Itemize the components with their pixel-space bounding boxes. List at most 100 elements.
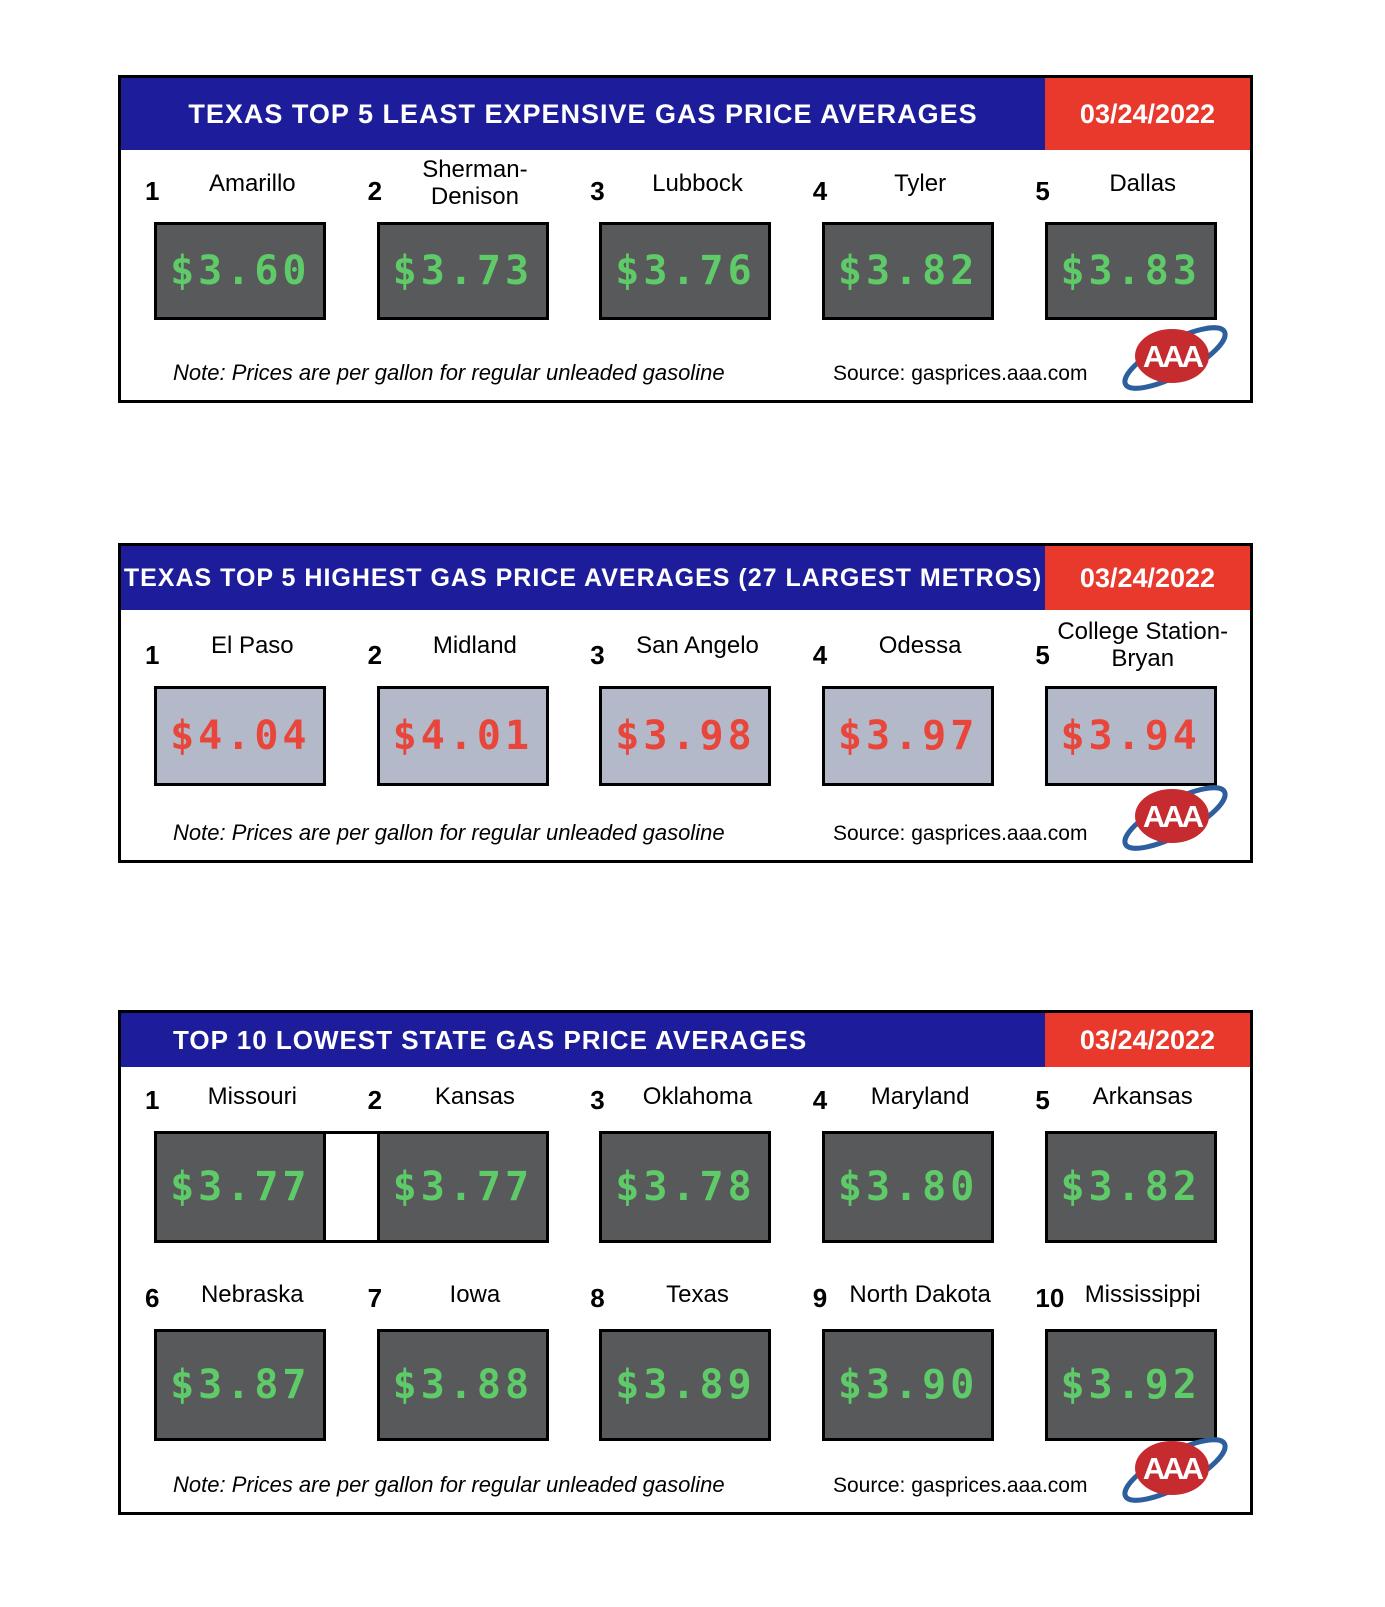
price-value: $3.73 (392, 248, 534, 294)
rank-label: 1 (145, 640, 160, 670)
price-cell: 4 Tyler $3.82 (797, 150, 1020, 320)
price-value: $3.82 (837, 248, 979, 294)
price-cell: 4 Odessa $3.97 (797, 610, 1020, 786)
price-row: $3.60 (154, 222, 327, 320)
city-label: Nebraska (200, 1280, 304, 1308)
panel-row: 1 Amarillo $3.60 2 Sherman-Denison $3.73… (121, 150, 1250, 320)
rank-label: 1 (145, 176, 160, 206)
city-label: San Angelo (636, 631, 759, 659)
empty-spacer-box (323, 1131, 382, 1243)
panel-body: 1 Amarillo $3.60 2 Sherman-Denison $3.73… (121, 150, 1250, 320)
price-box: $3.82 (822, 222, 995, 320)
price-cell: 1 Amarillo $3.60 (129, 150, 352, 320)
price-value: $3.83 (1060, 248, 1201, 294)
city-label: Mississippi (1084, 1280, 1201, 1308)
price-cell: 10 Mississippi $3.92 (1019, 1265, 1242, 1441)
price-cell: 6 Nebraska $3.87 (129, 1265, 352, 1441)
price-cell: 2 Kansas $3.77 (352, 1067, 575, 1243)
cell-head: 8 Texas (574, 1265, 797, 1321)
gas-price-panel: TEXAS TOP 5 HIGHEST GAS PRICE AVERAGES (… (118, 543, 1253, 863)
price-row: $3.82 (1044, 1131, 1217, 1243)
price-cell: 5 Arkansas $3.82 (1019, 1067, 1242, 1243)
rank-label: 5 (1035, 1085, 1050, 1115)
panel-date: 03/24/2022 (1045, 546, 1250, 610)
price-row: $3.73 (376, 222, 549, 320)
logo-letters: AAA (1143, 799, 1204, 834)
city-label: Kansas (434, 1082, 515, 1110)
price-row: $4.04 (154, 686, 327, 786)
price-value: $3.97 (837, 713, 979, 759)
logo-oval-icon (1135, 1441, 1209, 1495)
logo-oval-icon (1135, 329, 1209, 383)
cell-head: 4 Maryland (797, 1067, 1020, 1123)
price-box: $3.89 (599, 1329, 772, 1441)
price-box: $3.98 (599, 686, 772, 786)
city-label: Amarillo (208, 169, 296, 197)
cell-head: 5 Dallas (1019, 150, 1242, 214)
panel-header: TOP 10 LOWEST STATE GAS PRICE AVERAGES 0… (121, 1013, 1250, 1067)
city-label: Midland (432, 631, 517, 659)
price-row: $3.83 (1044, 222, 1217, 320)
city-label: Iowa (449, 1280, 501, 1308)
price-box: $3.97 (822, 686, 995, 786)
gas-price-panel: TOP 10 LOWEST STATE GAS PRICE AVERAGES 0… (118, 1010, 1253, 1515)
source-text: Source: gasprices.aaa.com (833, 362, 1088, 385)
aaa-logo: AAA (1114, 320, 1236, 396)
rank-label: 2 (367, 640, 383, 670)
panel-title: TEXAS TOP 5 LEAST EXPENSIVE GAS PRICE AV… (121, 78, 1045, 150)
city-label: El Paso (210, 631, 294, 659)
price-box: $4.04 (154, 686, 327, 786)
price-box: $3.73 (376, 222, 549, 320)
price-cell: 3 Oklahoma $3.78 (574, 1067, 797, 1243)
price-cell: 1 El Paso $4.04 (129, 610, 352, 786)
cell-head: 5 College Station-Bryan (1019, 610, 1242, 678)
logo-letters: AAA (1143, 1451, 1204, 1486)
rank-label: 5 (1035, 176, 1050, 206)
price-box: $3.94 (1044, 686, 1217, 786)
cell-head: 1 El Paso (129, 610, 352, 678)
city-label: North Dakota (849, 1280, 991, 1308)
price-row: $3.78 (599, 1131, 772, 1243)
rank-label: 3 (590, 176, 605, 206)
price-cell: 7 Iowa $3.88 (352, 1265, 575, 1441)
rank-label: 1 (145, 1085, 160, 1115)
city-label: Dallas (1109, 169, 1177, 197)
gas-price-panel: TEXAS TOP 5 LEAST EXPENSIVE GAS PRICE AV… (118, 75, 1253, 403)
price-row: $3.88 (376, 1329, 549, 1441)
price-box: $3.77 (376, 1131, 549, 1243)
price-box: $3.60 (154, 222, 327, 320)
price-value: $3.76 (615, 248, 756, 294)
price-value: $3.77 (170, 1164, 311, 1210)
price-box: $3.80 (822, 1131, 995, 1243)
panel-title: TOP 10 LOWEST STATE GAS PRICE AVERAGES (121, 1013, 1045, 1067)
panel-footer: Note: Prices are per gallon for regular … (121, 770, 1250, 860)
price-box: $3.88 (376, 1329, 549, 1441)
price-cell: 8 Texas $3.89 (574, 1265, 797, 1441)
panel-body: 1 El Paso $4.04 2 Midland $4.01 3 San An… (121, 610, 1250, 786)
price-value: $3.82 (1060, 1164, 1201, 1210)
cell-head: 6 Nebraska (129, 1265, 352, 1321)
aaa-logo: AAA (1114, 1432, 1236, 1508)
panel-footer: Note: Prices are per gallon for regular … (121, 1422, 1250, 1512)
price-value: $4.04 (170, 713, 311, 759)
price-cell: 3 San Angelo $3.98 (574, 610, 797, 786)
price-row: $3.98 (599, 686, 772, 786)
price-row: $3.76 (599, 222, 772, 320)
panel-row: 1 Missouri $3.77 2 Kansas $3.77 3 Oklaho… (121, 1067, 1250, 1243)
city-label: College Station-Bryan (1057, 618, 1229, 672)
price-cell: 1 Missouri $3.77 (129, 1067, 382, 1243)
price-box: $4.01 (376, 686, 549, 786)
price-value: $3.94 (1060, 713, 1201, 759)
price-row: $3.82 (822, 222, 995, 320)
price-value: $3.92 (1060, 1362, 1201, 1408)
price-cell: 5 College Station-Bryan $3.94 (1019, 610, 1242, 786)
cell-head: 1 Missouri (129, 1067, 352, 1123)
cell-head: 2 Kansas (352, 1067, 575, 1123)
price-box: $3.90 (822, 1329, 995, 1441)
panel-header: TEXAS TOP 5 HIGHEST GAS PRICE AVERAGES (… (121, 546, 1250, 610)
rank-label: 4 (812, 640, 828, 670)
price-box: $3.76 (599, 222, 772, 320)
price-box: $3.78 (599, 1131, 772, 1243)
price-value: $3.98 (615, 713, 756, 759)
city-label: Oklahoma (642, 1082, 753, 1110)
